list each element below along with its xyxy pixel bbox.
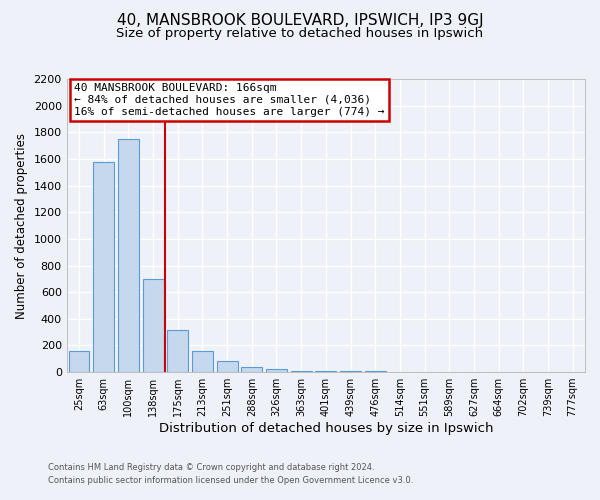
X-axis label: Distribution of detached houses by size in Ipswich: Distribution of detached houses by size … (158, 422, 493, 435)
Bar (143, 279, 164, 372)
Bar (217, 362, 238, 372)
Y-axis label: Number of detached properties: Number of detached properties (15, 132, 28, 318)
Bar (266, 370, 287, 372)
Text: Contains public sector information licensed under the Open Government Licence v3: Contains public sector information licen… (48, 476, 413, 485)
Text: 40 MANSBROOK BOULEVARD: 166sqm
← 84% of detached houses are smaller (4,036)
16% : 40 MANSBROOK BOULEVARD: 166sqm ← 84% of … (74, 84, 385, 116)
Text: Contains HM Land Registry data © Crown copyright and database right 2024.: Contains HM Land Registry data © Crown c… (48, 464, 374, 472)
Text: Size of property relative to detached houses in Ipswich: Size of property relative to detached ho… (116, 28, 484, 40)
Bar (68, 351, 89, 372)
Bar (167, 330, 188, 372)
Bar (192, 352, 213, 372)
Bar (118, 139, 139, 372)
Bar (290, 371, 311, 372)
Text: 40, MANSBROOK BOULEVARD, IPSWICH, IP3 9GJ: 40, MANSBROOK BOULEVARD, IPSWICH, IP3 9G… (116, 12, 484, 28)
Bar (93, 162, 114, 372)
Bar (316, 371, 337, 372)
Bar (241, 367, 262, 372)
